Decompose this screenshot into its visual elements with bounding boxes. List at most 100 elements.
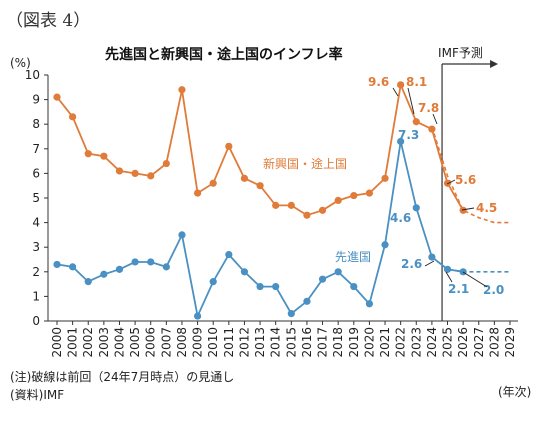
x-tick-label: 2014 <box>269 327 283 358</box>
y-tick-label: 9 <box>32 93 40 107</box>
data-point <box>350 282 358 291</box>
x-tick-label: 2007 <box>159 327 173 358</box>
x-tick-label: 2029 <box>503 327 517 358</box>
data-point <box>100 152 108 160</box>
series-line-2 <box>431 126 510 224</box>
data-point <box>256 282 264 291</box>
data-point <box>240 268 249 276</box>
data-point <box>365 300 374 308</box>
data-point <box>53 260 61 269</box>
data-point <box>209 278 217 286</box>
data-point <box>147 172 155 180</box>
data-point <box>334 196 342 205</box>
data-point <box>303 297 311 305</box>
data-point <box>84 278 92 286</box>
y-axis-label: (%) <box>10 56 31 70</box>
data-point <box>131 169 139 177</box>
data-point <box>256 182 264 190</box>
x-tick-label: 2012 <box>237 327 251 358</box>
data-point <box>69 263 77 271</box>
x-tick-label: 2018 <box>331 327 345 358</box>
y-tick-label: 0 <box>32 314 40 328</box>
data-point <box>225 250 233 259</box>
y-tick-label: 3 <box>32 240 40 254</box>
x-tick-label: 2010 <box>206 327 220 358</box>
y-tick-label: 1 <box>32 289 40 303</box>
data-point <box>381 174 389 182</box>
data-point <box>459 206 467 214</box>
value-annotation: 9.6 <box>368 75 389 89</box>
x-tick-label: 2023 <box>409 327 423 358</box>
data-point <box>178 86 186 94</box>
x-tick-label: 2004 <box>112 327 126 358</box>
x-tick-label: 2005 <box>128 327 142 358</box>
x-tick-label: 2008 <box>175 327 189 358</box>
value-annotation: 4.6 <box>390 211 411 225</box>
x-tick-label: 2024 <box>425 327 439 358</box>
x-tick-label: 2011 <box>222 327 236 358</box>
value-annotation: 5.6 <box>455 173 476 187</box>
value-annotation: 2.0 <box>483 283 504 297</box>
leader-line <box>462 271 488 288</box>
data-point <box>303 211 311 219</box>
x-tick-label: 2000 <box>50 327 64 358</box>
series-label-emerging: 新興国・途上国 <box>263 156 347 171</box>
x-tick-label: 2003 <box>97 327 111 358</box>
data-point <box>397 137 405 146</box>
y-tick-label: 6 <box>32 166 40 180</box>
y-tick-label: 10 <box>25 68 40 82</box>
data-point <box>162 159 170 168</box>
series-line-3 <box>431 256 510 273</box>
data-point <box>178 231 186 239</box>
data-point <box>318 275 327 283</box>
series-layer <box>53 81 510 320</box>
x-tick-label: 2025 <box>441 327 455 358</box>
x-tick-label: 2013 <box>253 327 267 358</box>
data-point <box>287 201 295 209</box>
y-tick-label: 8 <box>32 117 40 131</box>
data-point <box>53 93 61 101</box>
leader-line <box>446 179 456 185</box>
y-tick-label: 7 <box>32 142 40 156</box>
data-point <box>272 282 280 291</box>
data-point <box>350 191 358 200</box>
leader-line <box>461 207 475 211</box>
x-tick-label: 2027 <box>472 327 486 358</box>
data-point <box>225 142 233 150</box>
x-tick-label: 2021 <box>378 327 392 358</box>
y-tick-label: 5 <box>32 191 40 205</box>
data-point <box>193 312 202 320</box>
data-point <box>334 268 342 276</box>
data-point <box>381 241 389 249</box>
data-point <box>131 258 139 266</box>
value-annotation: 4.5 <box>476 201 497 215</box>
x-tick-label: 2026 <box>456 327 470 358</box>
series-label-advanced: 先進国 <box>335 250 371 264</box>
leader-line <box>392 87 399 97</box>
x-tick-label: 2001 <box>66 327 80 358</box>
data-point <box>84 150 92 158</box>
x-tick-label: 2015 <box>284 327 298 358</box>
x-tick-label: 2006 <box>144 327 158 358</box>
data-point <box>318 206 327 214</box>
data-point <box>287 310 295 318</box>
x-tick-label: 2019 <box>347 327 361 358</box>
data-point <box>100 270 108 278</box>
x-tick-label: 2002 <box>81 327 95 358</box>
value-annotation: 7.8 <box>418 101 439 115</box>
source-note: (資料)IMF <box>10 388 65 402</box>
value-annotation: 7.3 <box>398 128 419 142</box>
leader-line <box>407 87 415 115</box>
data-point <box>147 258 155 266</box>
data-point <box>240 174 249 182</box>
y-tick-label: 4 <box>32 216 40 230</box>
data-point <box>69 113 77 121</box>
value-annotation: 2.1 <box>448 282 469 296</box>
x-tick-label: 2020 <box>362 327 376 358</box>
x-tick-label: 2016 <box>300 327 314 358</box>
data-point <box>209 179 217 187</box>
leader-line <box>424 260 435 267</box>
y-tick-label: 2 <box>32 265 40 279</box>
footnote: (注)破線は前回（24年7月時点）の見通し <box>10 370 235 384</box>
